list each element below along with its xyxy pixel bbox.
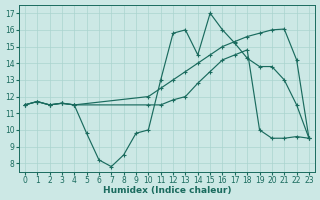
X-axis label: Humidex (Indice chaleur): Humidex (Indice chaleur) <box>103 186 231 195</box>
